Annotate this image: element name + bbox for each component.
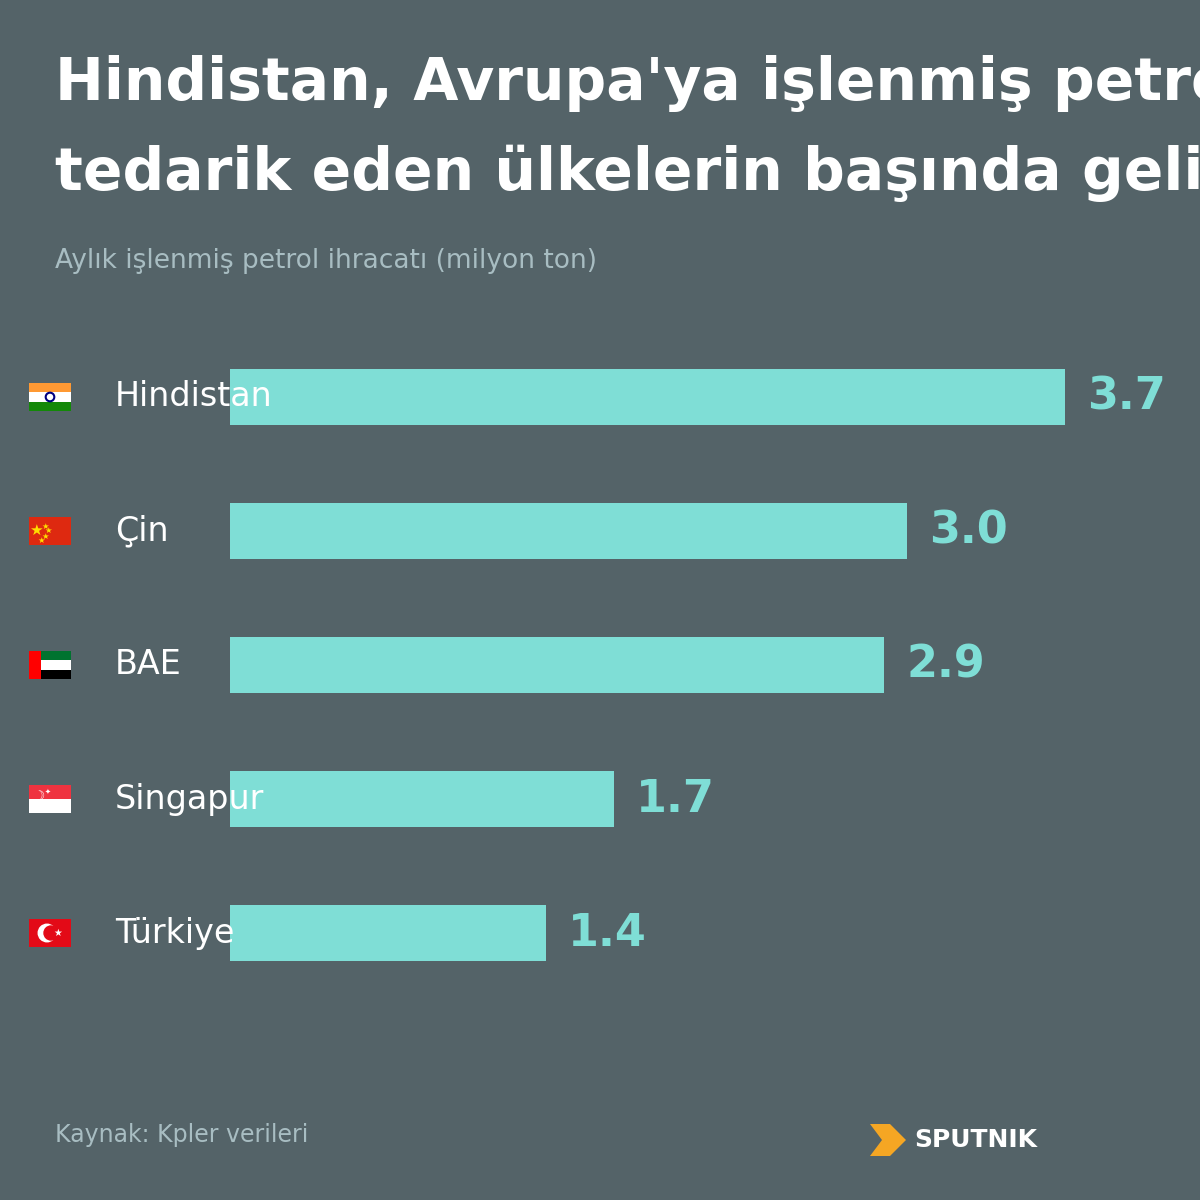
Circle shape [44, 926, 58, 940]
Text: 1.4: 1.4 [568, 912, 647, 954]
Bar [29, 799, 71, 814]
Text: BAE: BAE [115, 648, 182, 682]
Text: 2.9: 2.9 [906, 643, 985, 686]
Text: ★: ★ [29, 522, 43, 538]
Bar [29, 670, 71, 679]
Bar [29, 383, 71, 392]
Text: ★: ★ [41, 522, 49, 530]
Bar [230, 905, 546, 961]
Text: Kaynak: Kpler verileri: Kaynak: Kpler verileri [55, 1123, 308, 1147]
Bar [29, 402, 71, 410]
Text: ★: ★ [37, 535, 44, 545]
Bar [230, 770, 613, 827]
Text: tedarik eden ülkelerin başında geliyor: tedarik eden ülkelerin başında geliyor [55, 145, 1200, 203]
Text: Hindistan, Avrupa'ya işlenmiş petrol: Hindistan, Avrupa'ya işlenmiş petrol [55, 55, 1200, 112]
Bar [230, 637, 884, 694]
Text: Hindistan: Hindistan [115, 380, 272, 414]
Text: Singapur: Singapur [115, 782, 264, 816]
Text: ★: ★ [54, 928, 62, 938]
Bar [29, 650, 41, 679]
Text: Türkiye: Türkiye [115, 917, 234, 949]
Bar [29, 919, 71, 947]
Bar [230, 368, 1066, 425]
Bar [29, 517, 71, 545]
Text: ★: ★ [41, 532, 49, 540]
Bar [29, 392, 71, 402]
Bar [230, 503, 907, 559]
Text: SPUTNIK: SPUTNIK [914, 1128, 1037, 1152]
Text: 3.7: 3.7 [1087, 376, 1165, 419]
Bar [29, 660, 71, 670]
Text: ✦: ✦ [46, 790, 50, 794]
Text: 3.0: 3.0 [929, 510, 1008, 552]
Text: 1.7: 1.7 [636, 778, 714, 821]
Text: Aylık işlenmiş petrol ihracatı (milyon ton): Aylık işlenmiş petrol ihracatı (milyon t… [55, 248, 598, 274]
Text: ★: ★ [44, 526, 52, 534]
Bar [29, 785, 71, 799]
Text: Çin: Çin [115, 515, 169, 547]
Bar [29, 650, 71, 660]
Polygon shape [870, 1124, 906, 1156]
Text: ☽: ☽ [34, 791, 44, 804]
Circle shape [38, 924, 55, 942]
